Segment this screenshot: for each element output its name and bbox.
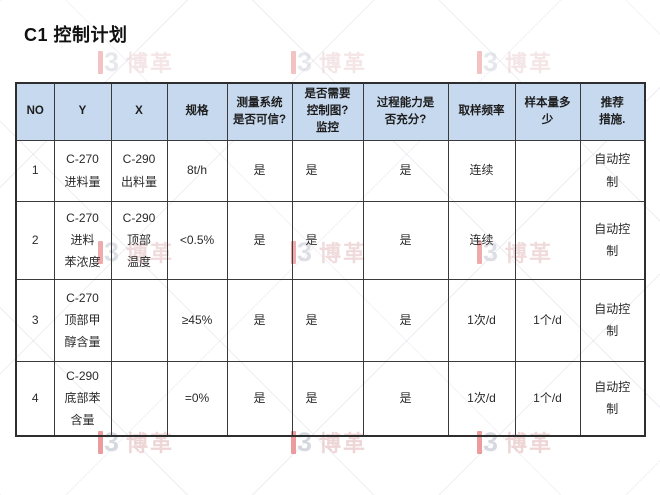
header-cell-y: Y: [53, 82, 112, 141]
cell-sample-size: [514, 200, 581, 280]
header-cell-msa: 测量系统 是否可信?: [226, 82, 293, 141]
cell-y: C-270 顶部甲 醇含量: [53, 278, 112, 362]
cell-sample-size: 1个/d: [514, 360, 581, 437]
cell-no: 1: [15, 139, 55, 202]
cell-control-chart: 是: [291, 278, 364, 362]
cell-msa: 是: [226, 200, 293, 280]
table-row: 3 C-270 顶部甲 醇含量 ≥45% 是 是 是 1次/d 1个/d 自动控…: [15, 278, 646, 362]
brand-logo-icon: 3: [98, 48, 119, 75]
cell-control-chart: 是: [291, 139, 364, 202]
brand-watermark: 3 博革: [291, 46, 367, 78]
table-row: 1 C-270 进料量 C-290 出料量 8t/h 是 是 是 连续 自动控 …: [15, 139, 646, 202]
brand-watermark-text: 博革: [505, 51, 554, 76]
page-title: C1 控制计划: [24, 25, 128, 46]
brand-watermark-text: 博革: [319, 51, 368, 76]
cell-sample-size: 1个/d: [514, 278, 581, 362]
table-header-row: NO Y X 规格 测量系统 是否可信? 是否需要 控制图? 监控 过程能力是 …: [15, 82, 646, 141]
cell-y: C-290 底部苯 含量: [53, 360, 112, 437]
cell-no: 2: [15, 200, 55, 280]
cell-msa: 是: [226, 360, 293, 437]
cell-spec: =0%: [166, 360, 228, 437]
brand-logo-icon: 3: [291, 48, 312, 75]
brand-logo-icon: 3: [477, 48, 498, 75]
cell-recommendation: 自动控 制: [579, 139, 646, 202]
cell-sampling-frequency: 1次/d: [447, 278, 516, 362]
header-cell-no: NO: [15, 82, 55, 141]
brand-watermark-text: 博革: [126, 51, 175, 76]
cell-sampling-frequency: 1次/d: [447, 360, 516, 437]
cell-control-chart: 是: [291, 200, 364, 280]
header-cell-spec: 规格: [166, 82, 228, 141]
header-cell-capability: 过程能力是 否充分?: [362, 82, 449, 141]
cell-recommendation: 自动控 制: [579, 200, 646, 280]
header-cell-x: X: [110, 82, 168, 141]
cell-no: 3: [15, 278, 55, 362]
cell-capability: 是: [362, 139, 449, 202]
table-row: 4 C-290 底部苯 含量 =0% 是 是 是 1次/d 1个/d 自动控 制: [15, 360, 646, 437]
cell-sampling-frequency: 连续: [447, 200, 516, 280]
header-cell-sample-size: 样本量多 少: [514, 82, 581, 141]
cell-msa: 是: [226, 278, 293, 362]
cell-y: C-270 进料 苯浓度: [53, 200, 112, 280]
cell-capability: 是: [362, 200, 449, 280]
cell-spec: ≥45%: [166, 278, 228, 362]
cell-y: C-270 进料量: [53, 139, 112, 202]
cell-no: 4: [15, 360, 55, 437]
cell-x: C-290 顶部 温度: [110, 200, 168, 280]
header-cell-control-chart: 是否需要 控制图? 监控: [291, 82, 364, 141]
cell-x: [110, 360, 168, 437]
cell-capability: 是: [362, 278, 449, 362]
cell-recommendation: 自动控 制: [579, 360, 646, 437]
table-row: 2 C-270 进料 苯浓度 C-290 顶部 温度 <0.5% 是 是 是 连…: [15, 200, 646, 280]
cell-capability: 是: [362, 360, 449, 437]
cell-sample-size: [514, 139, 581, 202]
brand-watermark: 3 博革: [477, 46, 553, 78]
cell-control-chart: 是: [291, 360, 364, 437]
cell-x: [110, 278, 168, 362]
header-cell-sampling-frequency: 取样频率: [447, 82, 516, 141]
cell-recommendation: 自动控 制: [579, 278, 646, 362]
cell-sampling-frequency: 连续: [447, 139, 516, 202]
cell-spec: <0.5%: [166, 200, 228, 280]
header-cell-recommendation: 推荐 措施.: [579, 82, 646, 141]
cell-x: C-290 出料量: [110, 139, 168, 202]
cell-spec: 8t/h: [166, 139, 228, 202]
brand-watermark: 3 博革: [98, 46, 174, 78]
control-plan-table: NO Y X 规格 测量系统 是否可信? 是否需要 控制图? 监控 过程能力是 …: [15, 82, 646, 437]
cell-msa: 是: [226, 139, 293, 202]
